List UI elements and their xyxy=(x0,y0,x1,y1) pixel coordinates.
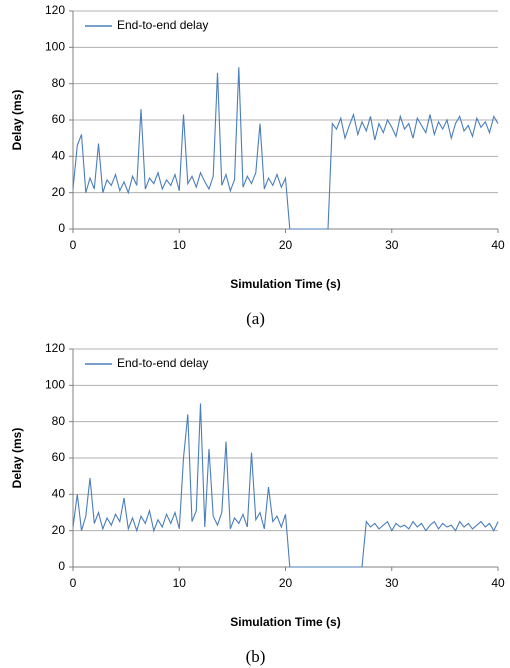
y-tick-label: 100 xyxy=(45,40,65,54)
x-tick-label: 30 xyxy=(385,238,399,252)
x-tick-label: 10 xyxy=(173,238,187,252)
legend-label: End-to-end delay xyxy=(117,356,208,370)
y-tick-label: 80 xyxy=(52,414,66,428)
x-tick-label: 20 xyxy=(279,238,293,252)
y-tick-label: 20 xyxy=(52,523,66,537)
y-axis-label: Delay (ms) xyxy=(10,90,24,151)
x-axis-label: Simulation Time (s) xyxy=(230,615,340,629)
legend-label: End-to-end delay xyxy=(117,18,208,32)
x-tick-label: 0 xyxy=(70,576,77,590)
y-tick-label: 100 xyxy=(45,378,65,392)
x-tick-label: 10 xyxy=(173,576,187,590)
y-tick-label: 0 xyxy=(58,559,65,573)
y-tick-label: 40 xyxy=(52,149,66,163)
y-tick-label: 20 xyxy=(52,185,66,199)
caption: (a) xyxy=(246,309,265,328)
y-tick-label: 0 xyxy=(58,221,65,235)
x-tick-label: 30 xyxy=(385,576,399,590)
y-tick-label: 40 xyxy=(52,487,66,501)
y-axis-label: Delay (ms) xyxy=(10,428,24,489)
x-axis-label: Simulation Time (s) xyxy=(230,277,340,291)
series-line xyxy=(72,403,499,568)
y-tick-label: 60 xyxy=(52,112,66,126)
x-tick-label: 40 xyxy=(491,576,505,590)
x-tick-label: 0 xyxy=(70,238,77,252)
x-tick-label: 20 xyxy=(279,576,293,590)
series-line xyxy=(72,67,499,230)
x-tick-label: 40 xyxy=(491,238,505,252)
y-tick-label: 60 xyxy=(52,450,66,464)
y-tick-label: 120 xyxy=(45,341,65,355)
y-tick-label: 80 xyxy=(52,76,66,90)
y-tick-label: 120 xyxy=(45,3,65,17)
caption: (b) xyxy=(246,647,266,666)
